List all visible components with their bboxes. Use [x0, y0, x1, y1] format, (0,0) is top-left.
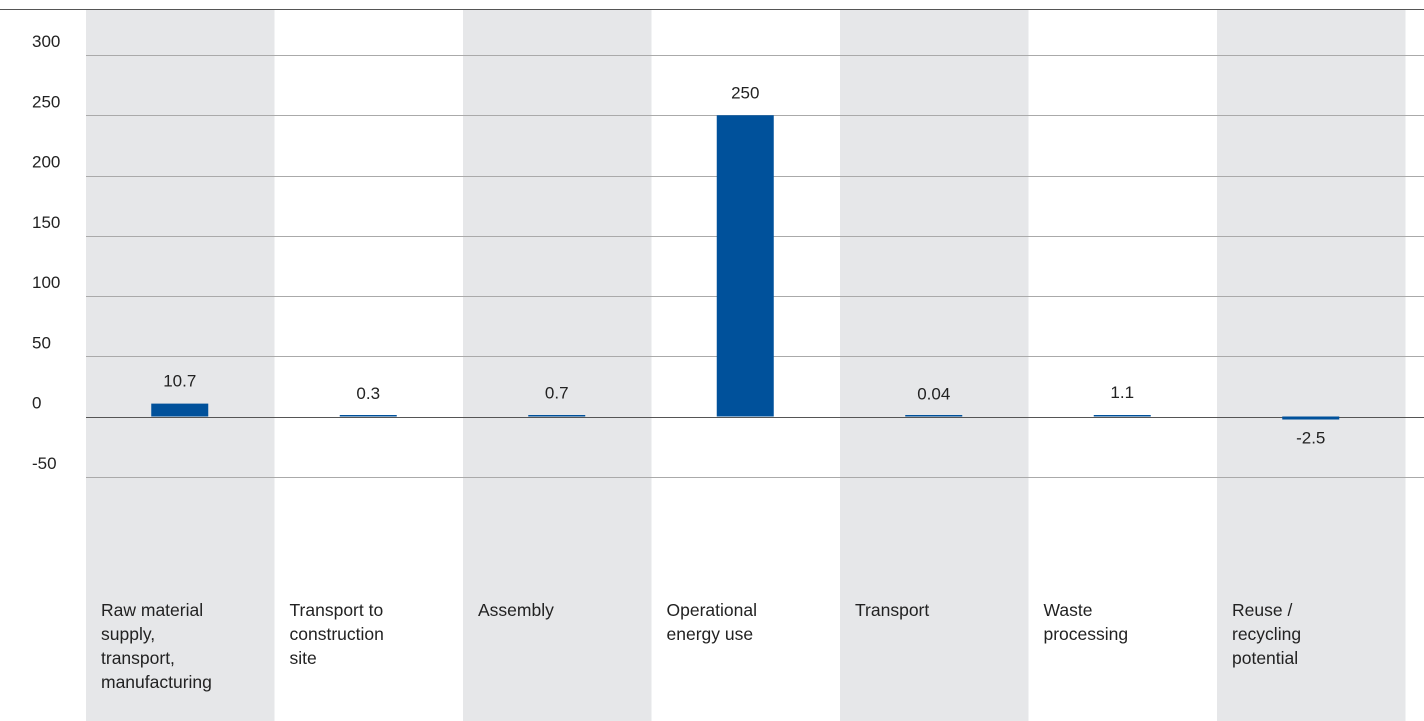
y-tick-label: 50 [32, 333, 51, 352]
y-tick-label: 150 [32, 213, 60, 232]
bar [905, 415, 963, 417]
y-tick-label: 100 [32, 273, 60, 292]
category-label: Reuse / recycling potential [1232, 600, 1302, 668]
data-label: 0.7 [545, 384, 569, 403]
bars [151, 115, 1340, 420]
y-tick-label: 300 [32, 32, 60, 51]
bar [528, 415, 586, 417]
data-label: 0.3 [356, 384, 380, 403]
bar [339, 415, 397, 417]
y-tick-label: 250 [32, 92, 60, 111]
category-band [840, 10, 1029, 721]
data-labels: 10.7 0.3 0.7 250 0.04 1.1 -2.5 [163, 83, 1325, 447]
y-axis-ticks: 300 250 200 150 100 50 0 -50 [32, 32, 60, 473]
bar [151, 403, 209, 417]
data-label: 1.1 [1110, 383, 1134, 402]
bar [1093, 415, 1151, 417]
data-label: -2.5 [1296, 429, 1325, 448]
category-label: Transport to construction site [289, 600, 384, 668]
y-tick-label: 200 [32, 153, 60, 172]
category-band [86, 10, 275, 721]
data-label: 0.04 [917, 384, 950, 403]
bar [716, 115, 774, 417]
category-label: Raw material supply, transport, manufact… [101, 600, 212, 692]
y-tick-label: -50 [32, 454, 57, 473]
bar [1282, 416, 1340, 420]
category-label: Waste processing [1043, 600, 1129, 644]
category-bands [86, 10, 1406, 721]
data-label: 10.7 [163, 372, 196, 391]
category-label: Operational energy use [666, 600, 757, 644]
category-band [1217, 10, 1406, 721]
category-label: Transport [855, 600, 930, 620]
category-label: Assembly [478, 600, 554, 620]
category-band [463, 10, 652, 721]
y-tick-label: 0 [32, 394, 41, 413]
data-label: 250 [731, 83, 759, 102]
